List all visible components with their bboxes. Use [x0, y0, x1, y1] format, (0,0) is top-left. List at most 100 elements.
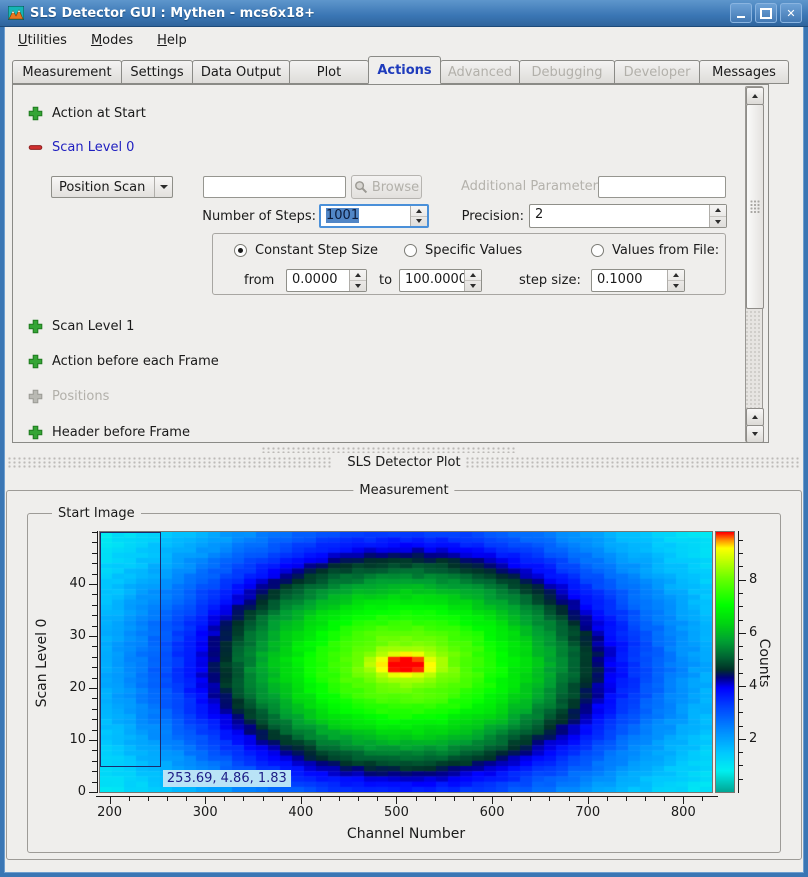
tab-bar: Measurement Settings Data Output Plot Ac…	[12, 60, 788, 84]
spin-buttons[interactable]	[410, 206, 427, 226]
radio-values-from-file[interactable]: Values from File:	[591, 243, 719, 258]
colorbar-tick	[739, 659, 743, 660]
menu-help[interactable]: Help	[147, 30, 197, 51]
y-axis-line	[97, 531, 98, 793]
arrow-up-icon	[752, 94, 758, 98]
add-icon	[28, 319, 43, 334]
tab-data-output[interactable]: Data Output	[192, 60, 290, 84]
menu-utilities[interactable]: Utilities	[8, 30, 77, 51]
spin-down-button[interactable]	[710, 217, 726, 228]
add-icon	[28, 425, 43, 440]
x-tick	[358, 797, 359, 801]
tab-plot[interactable]: Plot	[289, 60, 369, 84]
colorbar-tick	[739, 686, 746, 687]
maximize-button[interactable]	[755, 3, 777, 23]
scroll-up-button-2[interactable]	[746, 408, 764, 426]
x-tick	[224, 797, 225, 801]
minimize-button[interactable]	[730, 3, 752, 23]
spin-buttons[interactable]	[349, 270, 366, 291]
close-button[interactable]: ✕	[780, 3, 802, 23]
vertical-scrollbar[interactable]	[745, 86, 763, 442]
combo-dropdown-button[interactable]	[154, 177, 172, 197]
x-tick-label: 400	[288, 805, 313, 820]
y-tick	[92, 563, 97, 564]
spin-up-button[interactable]	[668, 270, 684, 281]
scroll-down-button[interactable]	[746, 425, 764, 443]
spin-up-button[interactable]	[350, 270, 366, 281]
spin-buttons[interactable]	[709, 205, 726, 227]
action-item-before-frame[interactable]: Action before each Frame	[28, 353, 219, 369]
additional-parameter-field[interactable]	[598, 176, 726, 198]
scan-script-input[interactable]	[203, 176, 346, 198]
spin-up-button[interactable]	[411, 206, 427, 217]
step-size-spinbox[interactable]: 0.1000	[591, 269, 685, 292]
action-item-header-before-frame[interactable]: Header before Frame	[28, 424, 190, 440]
scan-mode-select[interactable]: Position Scan	[51, 176, 173, 198]
start-image-group-title: Start Image	[52, 506, 141, 521]
y-tick	[92, 698, 97, 699]
colorbar-tick	[739, 726, 743, 727]
tab-measurement[interactable]: Measurement	[12, 60, 122, 84]
scan-mode-value: Position Scan	[52, 180, 154, 195]
to-value: 100.0000	[400, 270, 464, 291]
spin-down-button[interactable]	[668, 281, 684, 291]
x-tick	[129, 797, 130, 801]
tab-advanced[interactable]: Advanced	[440, 60, 520, 84]
x-tick-label: 600	[480, 805, 505, 820]
x-tick	[435, 797, 436, 801]
y-tick	[89, 740, 97, 741]
colorbar-tick-label: 4	[749, 678, 757, 693]
colorbar-tick	[739, 699, 743, 700]
action-item-positions[interactable]: Positions	[28, 388, 109, 404]
from-spinbox[interactable]: 0.0000	[286, 269, 367, 292]
tab-actions[interactable]: Actions	[368, 56, 441, 84]
spin-buttons[interactable]	[464, 270, 481, 291]
dock-title[interactable]: SLS Detector Plot	[347, 455, 460, 470]
splitter-handle[interactable]	[262, 447, 516, 453]
precision-spinbox[interactable]: 2	[529, 204, 727, 228]
x-tick	[645, 797, 646, 801]
browse-button[interactable]: Browse	[351, 175, 422, 199]
spin-up-button[interactable]	[465, 270, 481, 281]
colorbar-tick	[739, 566, 743, 567]
scroll-up-button[interactable]	[746, 87, 764, 105]
action-item-label: Scan Level 0	[52, 140, 134, 155]
tab-debugging[interactable]: Debugging	[519, 60, 615, 84]
arrow-down-icon	[752, 432, 758, 436]
x-tick-label: 300	[193, 805, 218, 820]
to-spinbox[interactable]: 100.0000	[399, 269, 482, 292]
application-window: SLS Detector GUI : Mythen - mcs6x18+ ✕ U…	[0, 0, 808, 877]
grip-icon	[750, 200, 760, 214]
x-tick	[186, 797, 187, 801]
spin-buttons[interactable]	[667, 270, 684, 291]
menu-modes[interactable]: Modes	[81, 30, 143, 51]
tab-settings[interactable]: Settings	[121, 60, 193, 84]
action-item-label: Action before each Frame	[52, 354, 219, 369]
action-item-start[interactable]: Action at Start	[28, 105, 146, 121]
colorbar-tick	[739, 540, 743, 541]
x-tick	[473, 797, 474, 801]
action-item-scan-level-1[interactable]: Scan Level 1	[28, 318, 134, 334]
heatmap-canvas[interactable]	[100, 532, 712, 792]
from-value: 0.0000	[287, 270, 349, 291]
x-tick	[320, 797, 321, 801]
colorbar-tick	[739, 765, 743, 766]
tab-messages[interactable]: Messages	[699, 60, 789, 84]
action-item-scan-level-0[interactable]: Scan Level 0	[28, 139, 134, 155]
spin-down-button[interactable]	[350, 281, 366, 291]
spin-down-button[interactable]	[465, 281, 481, 291]
zoom-selection-rect	[100, 532, 161, 767]
spin-down-button[interactable]	[411, 217, 427, 227]
radio-constant-step-size[interactable]: Constant Step Size	[234, 243, 378, 258]
x-tick	[702, 797, 703, 801]
tab-developer[interactable]: Developer	[614, 60, 700, 84]
add-icon	[28, 354, 43, 369]
spin-up-button[interactable]	[710, 205, 726, 217]
colorbar-tick	[739, 779, 743, 780]
scrollbar-thumb[interactable]	[746, 104, 764, 309]
radio-specific-values[interactable]: Specific Values	[404, 243, 522, 258]
to-label: to	[379, 273, 392, 288]
x-tick-label: 500	[384, 805, 409, 820]
title-bar[interactable]: SLS Detector GUI : Mythen - mcs6x18+ ✕	[0, 0, 808, 27]
number-of-steps-spinbox[interactable]: 1001	[319, 204, 429, 228]
